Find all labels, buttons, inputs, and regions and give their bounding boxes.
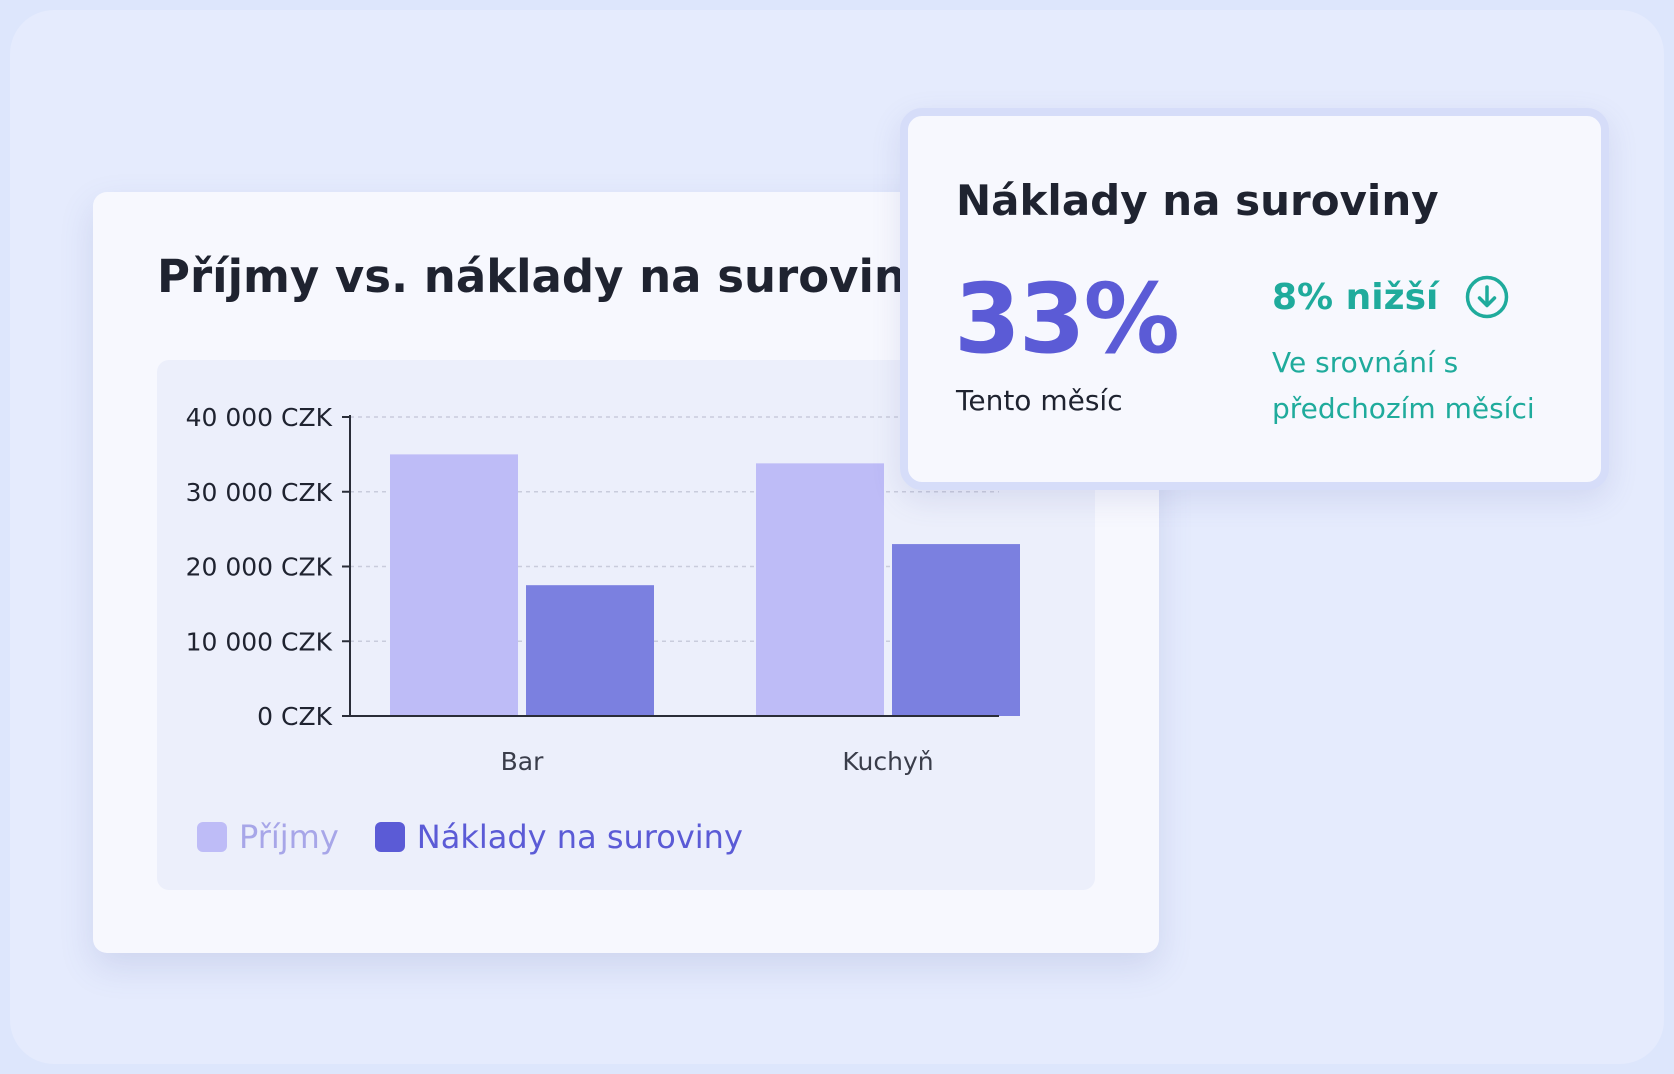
arrow-down-circle-icon xyxy=(1466,275,1509,319)
kpi-change: 8% nižší xyxy=(1272,274,1510,320)
x-tick-label: Bar xyxy=(501,747,544,776)
bar-costs xyxy=(892,544,1020,716)
legend-label-costs: Náklady na suroviny xyxy=(416,818,743,856)
kpi-value: 33% xyxy=(954,263,1180,375)
chart-legend: Příjmy Náklady na suroviny xyxy=(197,818,779,856)
y-tick-label: 30 000 CZK xyxy=(186,478,333,507)
y-tick-label: 20 000 CZK xyxy=(186,553,333,582)
y-tick-label: 10 000 CZK xyxy=(186,627,333,656)
bar-chart: Bar Kuchyň 0 CZK 10 000 CZK 20 000 CZK 30 000… xyxy=(186,403,1020,776)
raw-material-costs-kpi-card: Náklady na suroviny 33% Tento měsíc 8% n… xyxy=(900,108,1609,490)
kpi-period-caption: Tento měsíc xyxy=(956,384,1123,417)
legend-item-costs[interactable]: Náklady na suroviny xyxy=(374,818,743,856)
kpi-title: Náklady na suroviny xyxy=(956,176,1439,225)
legend-swatch-revenue xyxy=(197,822,227,852)
legend-label-revenue: Příjmy xyxy=(239,818,339,856)
kpi-comparison-text: Ve srovnání s předchozím měsíci xyxy=(1272,346,1535,425)
legend-item-revenue[interactable]: Příjmy xyxy=(197,818,339,856)
bar-revenue xyxy=(756,463,884,716)
bar-costs xyxy=(526,585,654,716)
y-tick-label: 40 000 CZK xyxy=(186,403,333,432)
bar-revenue xyxy=(390,454,518,716)
x-tick-label: Kuchyň xyxy=(842,747,933,776)
chart-title: Příjmy vs. náklady na suroviny xyxy=(157,250,936,303)
kpi-change-text: 8% nižší xyxy=(1272,276,1439,318)
legend-swatch-costs xyxy=(374,822,405,852)
y-tick-label: 0 CZK xyxy=(257,702,332,731)
